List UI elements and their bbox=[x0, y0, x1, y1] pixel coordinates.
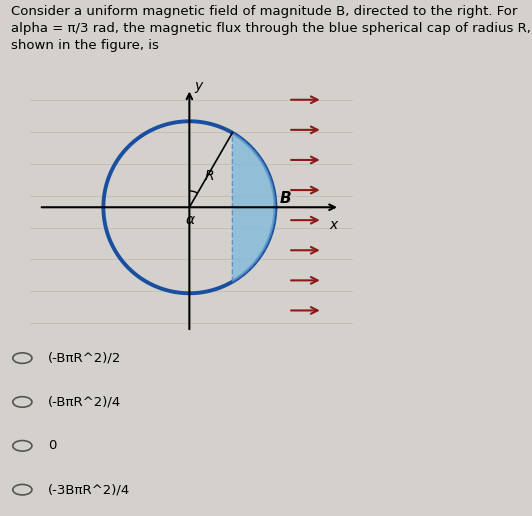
Text: α: α bbox=[186, 214, 195, 228]
Text: (-3BπR^2)/4: (-3BπR^2)/4 bbox=[48, 483, 130, 496]
Text: y: y bbox=[195, 79, 203, 93]
Text: (-BπR^2)/4: (-BπR^2)/4 bbox=[48, 395, 121, 409]
Text: Consider a uniform magnetic field of magnitude B, directed to the right. For
alp: Consider a uniform magnetic field of mag… bbox=[11, 5, 530, 52]
Text: R: R bbox=[205, 169, 214, 183]
Text: x: x bbox=[329, 218, 337, 232]
Text: B: B bbox=[280, 191, 292, 206]
Text: (-BπR^2)/2: (-BπR^2)/2 bbox=[48, 351, 121, 365]
Text: 0: 0 bbox=[48, 439, 56, 453]
Polygon shape bbox=[232, 133, 276, 282]
